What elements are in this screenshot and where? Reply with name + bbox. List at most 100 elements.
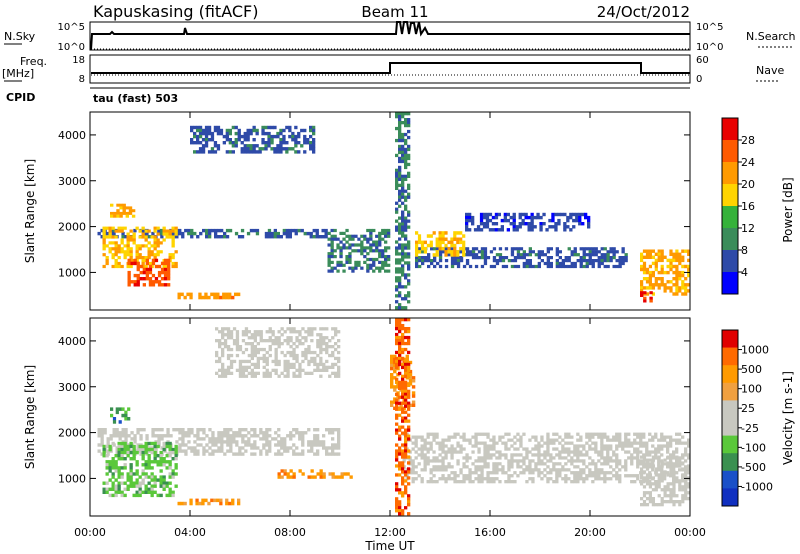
range-gate-cell [539, 222, 543, 226]
range-gate-cell [563, 222, 567, 226]
range-gate-cell [477, 465, 481, 469]
range-gate-cell [202, 449, 206, 453]
range-gate-cell [114, 484, 118, 488]
range-gate-cell [407, 186, 411, 190]
range-gate-cell [187, 428, 191, 432]
range-gate-cell [420, 450, 424, 454]
range-gate-cell [398, 177, 402, 181]
range-gate-cell [354, 263, 358, 267]
range-gate-cell [168, 232, 172, 236]
range-gate-cell [672, 470, 676, 474]
range-gate-cell [123, 253, 127, 257]
range-gate-cell [404, 156, 408, 161]
range-gate-cell [214, 449, 218, 453]
range-gate-cell [256, 347, 260, 352]
range-gate-cell [141, 226, 145, 230]
range-gate-cell [552, 456, 556, 460]
range-gate-cell [310, 449, 314, 453]
range-gate-cell [404, 198, 408, 202]
range-gate-cell [687, 464, 691, 468]
range-gate-cell [136, 431, 140, 435]
range-gate-cell [282, 228, 286, 233]
range-gate-cell [401, 407, 405, 411]
range-gate-cell [395, 509, 399, 513]
range-gate-cell [351, 249, 355, 253]
range-gate-cell [108, 460, 112, 464]
range-gate-cell [339, 231, 343, 235]
range-gate-cell [117, 226, 121, 230]
range-gate-cell [492, 247, 497, 251]
range-gate-cell [660, 488, 664, 492]
range-gate-cell [615, 456, 619, 460]
range-gate-cell [570, 250, 574, 254]
range-gate-cell [144, 444, 148, 449]
range-gate-cell [219, 131, 224, 136]
range-gate-cell [480, 250, 485, 254]
range-gate-cell [573, 247, 577, 251]
range-gate-cell [519, 438, 523, 442]
range-gate-cell [186, 292, 190, 297]
range-gate-cell [648, 264, 652, 269]
range-gate-cell [318, 235, 322, 239]
range-gate-cell [398, 129, 402, 134]
range-gate-cell [654, 503, 658, 507]
range-gate-cell [384, 260, 388, 264]
range-gate-cell [669, 491, 673, 495]
range-gate-cell [510, 444, 514, 448]
range-gate-cell [444, 465, 448, 469]
range-gate-cell [522, 468, 526, 472]
range-gate-cell [398, 437, 402, 441]
range-gate-cell [309, 134, 313, 139]
range-gate-cell [122, 209, 126, 213]
range-gate-cell [118, 434, 122, 438]
range-gate-cell [522, 432, 526, 436]
range-gate-cell [250, 347, 254, 352]
x-tick-label: 16:00 [474, 526, 506, 539]
range-gate-cell [471, 247, 476, 251]
range-gate-cell [507, 259, 512, 263]
range-gate-cell [401, 347, 405, 352]
range-gate-cell [225, 228, 230, 233]
range-gate-cell [398, 506, 402, 510]
range-gate-cell [162, 229, 166, 233]
range-gate-cell [280, 371, 284, 375]
range-gate-cell [328, 431, 332, 435]
range-gate-cell [597, 264, 601, 269]
range-gate-cell [331, 350, 335, 355]
range-gate-cell [567, 435, 571, 439]
range-gate-cell [615, 465, 619, 469]
range-gate-cell [337, 434, 341, 438]
range-gate-cell [226, 365, 231, 369]
range-gate-cell [569, 212, 573, 217]
range-gate-cell [494, 222, 499, 226]
range-gate-cell [417, 453, 421, 457]
range-gate-cell [642, 270, 647, 275]
range-gate-cell [552, 447, 556, 451]
range-gate-cell [288, 231, 292, 236]
range-gate-cell [120, 447, 124, 452]
range-gate-cell [444, 231, 448, 235]
range-gate-cell [540, 471, 544, 475]
range-gate-cell [395, 300, 399, 304]
range-gate-cell [193, 231, 197, 236]
range-gate-cell [687, 444, 691, 448]
range-gate-cell [279, 128, 283, 133]
range-gate-cell [120, 450, 124, 455]
range-gate-cell [669, 264, 673, 269]
range-gate-cell [322, 342, 326, 346]
range-gate-cell [247, 359, 251, 364]
range-gate-cell [675, 249, 679, 253]
range-gate-cell [322, 434, 326, 438]
range-gate-cell [642, 503, 647, 507]
range-gate-cell [267, 134, 271, 139]
range-gate-cell [515, 228, 519, 232]
range-gate-cell [223, 431, 227, 435]
range-gate-cell [600, 247, 604, 251]
range-gate-cell [426, 441, 430, 445]
range-gate-cell [331, 452, 335, 456]
range-gate-cell [684, 459, 688, 463]
range-gate-cell [250, 368, 254, 372]
range-gate-cell [518, 212, 522, 217]
range-gate-cell [138, 487, 142, 491]
range-gate-cell [482, 222, 487, 226]
